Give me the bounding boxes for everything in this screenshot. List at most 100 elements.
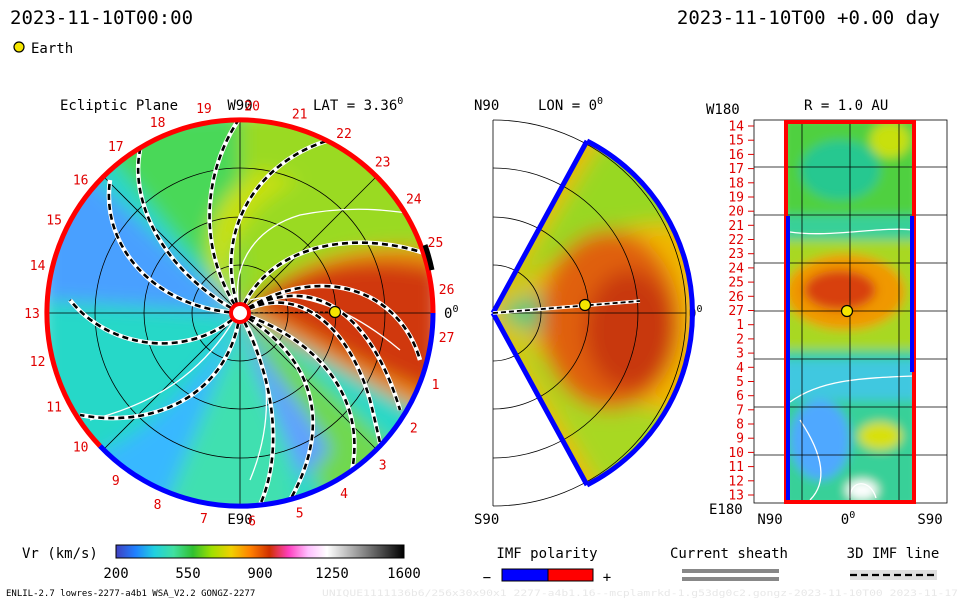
- synoptic-r-label: R = 1.0 AU: [804, 98, 888, 114]
- synoptic-y-label-5: 5: [736, 375, 744, 390]
- synoptic-y-label-12: 12: [728, 474, 744, 489]
- footer-right: UNIQUE1111136b6/256x30x90x1 2277-a4b1.16…: [322, 589, 958, 599]
- sector-label-10: 10: [73, 441, 89, 456]
- synoptic-y-label-17: 17: [728, 162, 744, 177]
- synoptic-y-label-22: 22: [728, 233, 744, 248]
- elapsed-label: 2023-11-10T00 +0.00 day: [677, 7, 940, 29]
- sector-label-1: 1: [432, 378, 440, 393]
- synoptic-bottom-left-label: E180: [709, 502, 743, 518]
- sector-label-13: 13: [24, 307, 40, 322]
- synoptic-y-label-18: 18: [728, 176, 744, 191]
- current-sheath-legend: Current sheath: [670, 546, 788, 581]
- synoptic-y-label-19: 19: [728, 191, 744, 206]
- sector-label-18: 18: [150, 116, 166, 131]
- sector-label-5: 5: [296, 506, 304, 521]
- current-sheath-swatch-bottom: [682, 577, 779, 581]
- sector-label-17: 17: [108, 140, 124, 155]
- current-sheath-swatch-top: [682, 569, 779, 573]
- sector-label-14: 14: [30, 259, 46, 274]
- sector-label-9: 9: [112, 474, 120, 489]
- synoptic-y-label-6: 6: [736, 389, 744, 404]
- sector-label-11: 11: [46, 400, 62, 415]
- synoptic-y-label-2: 2: [736, 332, 744, 347]
- synoptic-y-label-10: 10: [728, 446, 744, 461]
- synoptic-y-label-20: 20: [728, 205, 744, 220]
- sector-label-4: 4: [340, 487, 348, 502]
- ecliptic-top-label: W90: [227, 98, 252, 114]
- imf-line-swatch-bg: [850, 570, 937, 580]
- synoptic-y-label-15: 15: [728, 134, 744, 149]
- synoptic-y-label-26: 26: [728, 290, 744, 305]
- sector-label-8: 8: [154, 498, 162, 513]
- sector-label-19: 19: [196, 102, 212, 117]
- ecliptic-sector-labels: 19 20212223242526271234567891011121314151…: [24, 99, 454, 529]
- colorbar-ticks: 200 550 900 1250 1600: [103, 566, 421, 582]
- sector-label-25: 25: [428, 236, 444, 251]
- ecliptic-earth-marker: [328, 305, 342, 319]
- imf-polarity-title: IMF polarity: [496, 546, 597, 562]
- ecliptic-negative-polarity-border: [98, 312, 436, 509]
- imf-polarity-positive-swatch: [547, 568, 594, 582]
- synoptic-y-label-21: 21: [728, 219, 744, 234]
- sector-label-16: 16: [73, 173, 89, 188]
- synoptic-y-label-7: 7: [736, 403, 744, 418]
- meridional-earth-marker: [578, 298, 592, 312]
- imf-line-title: 3D IMF line: [847, 546, 940, 562]
- synoptic-y-label-9: 9: [736, 432, 744, 447]
- synoptic-x-label-s90: S90: [917, 512, 942, 528]
- colorbar-tick-1250: 1250: [315, 566, 349, 582]
- imf-polarity-minus: −: [483, 570, 491, 586]
- synoptic-earth-marker: [840, 304, 854, 318]
- meridional-bottom-label: S90: [474, 512, 499, 528]
- sector-label-6: 6: [248, 515, 256, 530]
- earth-legend-icon: [13, 41, 25, 53]
- synoptic-y-labels: 1415161718192021222324252627123456789101…: [728, 120, 754, 504]
- meridional-panel: N90 LON = 00 S90 00: [474, 96, 702, 528]
- sector-label-2: 2: [410, 421, 418, 436]
- sun-marker: [229, 302, 251, 324]
- sector-label-21: 21: [292, 108, 308, 123]
- sector-label-15: 15: [46, 214, 62, 229]
- sector-label-24: 24: [406, 193, 422, 208]
- synoptic-panel: R = 1.0 AU W180 E180: [706, 98, 948, 528]
- meridional-velocity-map: [493, 141, 693, 485]
- synoptic-y-label-8: 8: [736, 418, 744, 433]
- synoptic-y-label-23: 23: [728, 247, 744, 262]
- sector-label-26: 26: [439, 283, 455, 298]
- synoptic-y-label-27: 27: [728, 304, 744, 319]
- colorbar-gradient: [115, 544, 405, 559]
- synoptic-x-label-0: 00: [841, 510, 855, 528]
- ecliptic-bottom-label: E90: [227, 512, 252, 528]
- synoptic-x-labels: N90 00 S90: [757, 510, 942, 528]
- meridional-top-label: N90: [474, 98, 499, 114]
- current-sheath-title: Current sheath: [670, 546, 788, 562]
- sector-label-12: 12: [30, 355, 46, 370]
- sector-label-20: 20: [244, 99, 260, 114]
- sector-label-3: 3: [379, 458, 387, 473]
- ecliptic-positive-polarity-border: [44, 117, 436, 448]
- synoptic-y-label-16: 16: [728, 148, 744, 163]
- imf-polarity-legend: IMF polarity − +: [483, 546, 611, 586]
- datetime-label: 2023-11-10T00:00: [10, 7, 193, 29]
- sector-label-22: 22: [336, 127, 352, 142]
- synoptic-y-label-4: 4: [736, 361, 744, 376]
- sector-label-27: 27: [439, 331, 455, 346]
- synoptic-y-label-13: 13: [728, 489, 744, 504]
- synoptic-y-label-24: 24: [728, 261, 744, 276]
- ecliptic-title: Ecliptic Plane: [60, 98, 178, 114]
- colorbar-tick-550: 550: [175, 566, 200, 582]
- meridional-lon-label: LON = 00: [538, 96, 603, 114]
- colorbar-tick-900: 900: [247, 566, 272, 582]
- synoptic-y-label-11: 11: [728, 460, 744, 475]
- ecliptic-plane-panel: Ecliptic Plane W90 LAT = 3.360 E90 00: [24, 96, 458, 530]
- footer-left: ENLIL-2.7 lowres-2277-a4b1 WSA_V2.2 GONG…: [6, 589, 255, 599]
- colorbar-tick-200: 200: [103, 566, 128, 582]
- synoptic-y-label-25: 25: [728, 276, 744, 291]
- colorbar-tick-1600: 1600: [387, 566, 421, 582]
- imf-polarity-plus: +: [603, 570, 611, 586]
- synoptic-x-label-n90: N90: [757, 512, 782, 528]
- synoptic-y-label-3: 3: [736, 347, 744, 362]
- velocity-colorbar: Vr (km/s) 200 550 900 1250 1600: [22, 544, 421, 582]
- synoptic-y-label-1: 1: [736, 318, 744, 333]
